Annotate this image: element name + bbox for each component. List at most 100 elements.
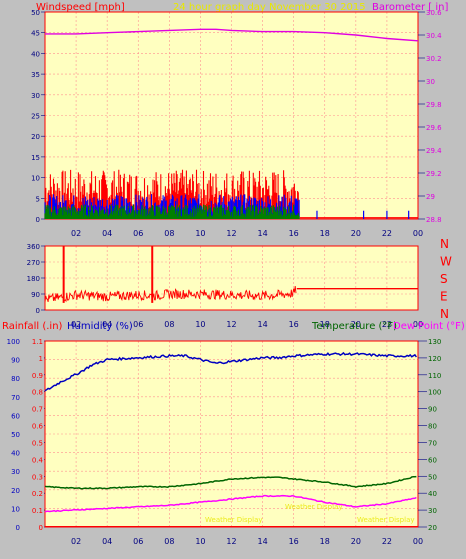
wind-x-label: 00 xyxy=(413,229,423,238)
windspeed-axis-label: 15 xyxy=(31,154,40,162)
rainfall-axis-label: 0.2 xyxy=(32,490,43,498)
windspeed-axis-label: 0 xyxy=(36,216,40,224)
rainfall-axis-label: 0.3 xyxy=(32,473,43,481)
direction-x-label: 02 xyxy=(71,320,81,329)
direction-x-label: 08 xyxy=(164,320,174,329)
humidity-axis-label: 20 xyxy=(11,487,20,495)
humidity-x-label: 00 xyxy=(413,537,423,546)
windspeed-axis-label: 10 xyxy=(31,175,40,183)
humidity-axis-label: 70 xyxy=(11,394,20,402)
humidity-axis-title: Humidity (%) xyxy=(67,321,133,332)
humidity-axis-label: 30 xyxy=(11,468,20,476)
humidity-x-label: 12 xyxy=(226,537,236,546)
humidity-axis-label: 40 xyxy=(11,450,20,458)
temperature-axis-label: 120 xyxy=(428,355,441,363)
humidity-x-label: 02 xyxy=(71,537,81,546)
barometer-axis-label: 29 xyxy=(426,193,435,201)
humidity-x-label: 10 xyxy=(195,537,205,546)
wind-x-label: 04 xyxy=(102,229,112,238)
wind-x-label: 16 xyxy=(289,229,299,238)
humidity-x-label: 08 xyxy=(164,537,174,546)
humidity-axis-label: 90 xyxy=(11,357,20,365)
wind-x-label: 12 xyxy=(226,229,236,238)
windspeed-axis-label: 45 xyxy=(31,30,40,38)
rainfall-axis-label: 0.5 xyxy=(32,439,43,447)
dewpoint-line xyxy=(44,494,417,513)
temperature-axis-label: 130 xyxy=(428,338,441,346)
humidity-x-label: 18 xyxy=(320,537,330,546)
humidity-axis-label: 60 xyxy=(11,412,20,420)
temperature-axis-label: 20 xyxy=(428,524,437,532)
rainfall-axis-label: 0.7 xyxy=(32,406,43,414)
barometer-axis-label: 30.6 xyxy=(426,9,442,17)
direction-x-label: 22 xyxy=(382,320,392,329)
rainfall-axis-label: 1.1 xyxy=(32,338,43,346)
humidity-x-label: 16 xyxy=(289,537,299,546)
direction-x-label: 12 xyxy=(226,320,236,329)
wind-x-label: 14 xyxy=(257,229,267,238)
temperature-axis-label: 50 xyxy=(428,473,437,481)
barometer-axis-label: 29.8 xyxy=(426,101,442,109)
wind-x-label: 02 xyxy=(71,229,81,238)
temperature-axis-label: 30 xyxy=(428,507,437,515)
windspeed-axis-label: 35 xyxy=(31,71,40,79)
humidity-axis-label: 100 xyxy=(7,338,20,346)
humidity-x-label: 22 xyxy=(382,537,392,546)
wind-x-label: 18 xyxy=(320,229,330,238)
footer-watermark: Weather Display xyxy=(285,503,343,511)
direction-axis-label: 0 xyxy=(36,307,40,315)
rainfall-axis-label: 0.8 xyxy=(32,389,43,397)
windspeed-axis-label: 5 xyxy=(36,195,40,203)
compass-label: W xyxy=(440,255,452,269)
rainfall-axis-label: 0.4 xyxy=(32,456,44,464)
direction-axis-label: 360 xyxy=(27,243,40,251)
direction-axis-label: 90 xyxy=(31,291,40,299)
barometer-axis-label: 30.4 xyxy=(426,32,442,40)
temperature-axis-title: Temperature (°F) xyxy=(311,321,397,332)
humidity-x-label: 14 xyxy=(257,537,267,546)
dewpoint-axis-title: Dew Point (°F) xyxy=(393,321,465,332)
barometer-axis-label: 29.6 xyxy=(426,124,442,132)
direction-x-label: 06 xyxy=(133,320,143,329)
humidity-line xyxy=(44,351,418,392)
temperature-axis-label: 60 xyxy=(428,456,437,464)
compass-label: N xyxy=(440,237,449,251)
direction-x-label: 10 xyxy=(195,320,205,329)
temperature-axis-label: 70 xyxy=(428,439,437,447)
temperature-line xyxy=(44,475,417,490)
humidity-axis-label: 0 xyxy=(16,524,20,532)
temperature-axis-label: 80 xyxy=(428,423,437,431)
direction-x-label: 14 xyxy=(257,320,267,329)
humidity-x-label: 20 xyxy=(351,537,361,546)
wind-series-2 xyxy=(44,204,300,219)
wind-x-label: 06 xyxy=(133,229,143,238)
barometer-axis-label: 28.8 xyxy=(426,216,442,224)
windspeed-axis-title: Windspeed [mph] xyxy=(36,2,125,13)
rainfall-axis-label: 1 xyxy=(39,355,43,363)
barometer-axis-label: 29.4 xyxy=(426,147,442,155)
direction-x-label: 16 xyxy=(289,320,299,329)
compass-label: E xyxy=(440,290,448,304)
windspeed-axis-label: 30 xyxy=(31,92,40,100)
windspeed-axis-label: 40 xyxy=(31,50,40,58)
graph-title: 24 hour graph day November 30 2015 xyxy=(173,2,366,13)
direction-x-label: 20 xyxy=(351,320,361,329)
wind-x-label: 22 xyxy=(382,229,392,238)
direction-line xyxy=(44,286,297,303)
temperature-axis-label: 40 xyxy=(428,490,437,498)
barometer-axis-label: 29.2 xyxy=(426,170,442,178)
barometer-axis-label: 30.2 xyxy=(426,55,442,63)
windspeed-axis-label: 25 xyxy=(31,113,40,121)
humidity-axis-label: 50 xyxy=(11,431,20,439)
windspeed-axis-label: 20 xyxy=(31,133,40,141)
rainfall-axis-label: 0 xyxy=(39,524,43,532)
footer-watermark: Weather Display xyxy=(357,516,415,524)
humidity-x-label: 06 xyxy=(133,537,143,546)
compass-label: N xyxy=(440,307,449,321)
wind-x-label: 10 xyxy=(195,229,205,238)
compass-label: S xyxy=(440,272,448,286)
rainfall-axis-label: 0.1 xyxy=(32,507,43,515)
humidity-axis-label: 10 xyxy=(11,505,20,513)
